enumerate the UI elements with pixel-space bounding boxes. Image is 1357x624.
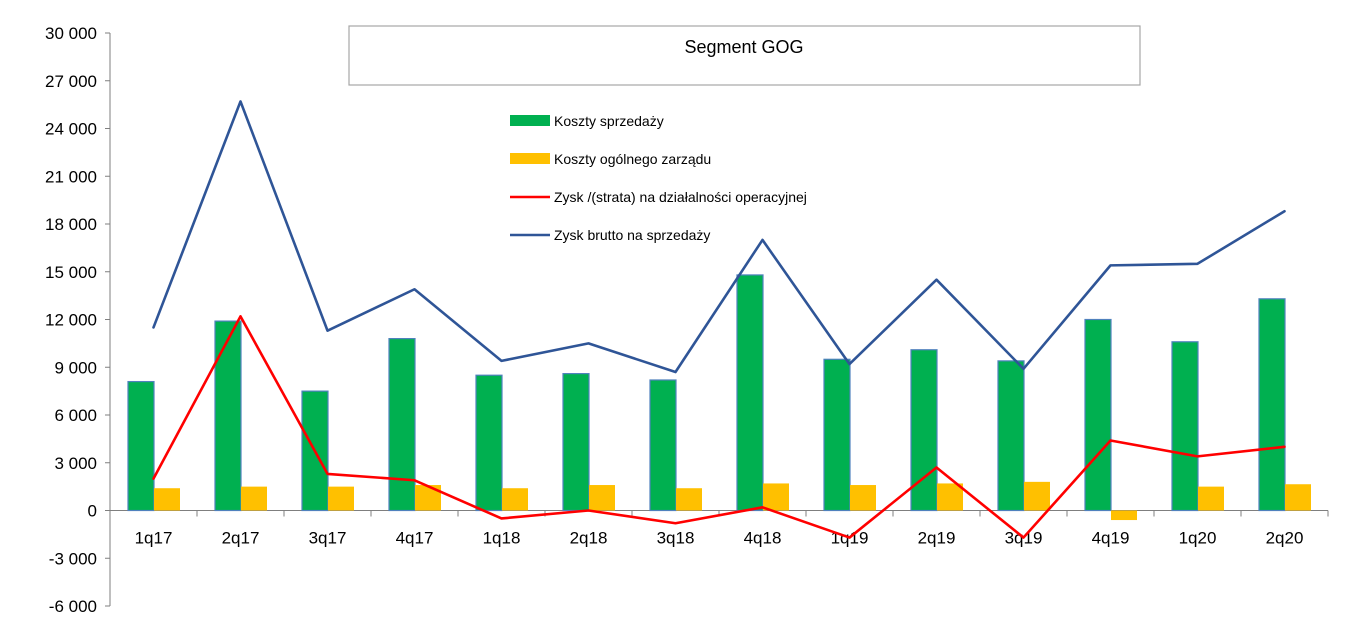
bar-koszty-ogolnego-zarzadu: [241, 486, 267, 511]
y-tick-label: 12 000: [45, 311, 97, 330]
x-tick-label: 2q20: [1266, 529, 1304, 548]
bar-koszty-ogolnego-zarzadu: [676, 488, 702, 511]
bar-koszty-sprzedazy: [127, 380, 155, 512]
x-tick-label: 1q18: [483, 529, 521, 548]
legend-swatch: [510, 115, 550, 126]
legend-label: Zysk brutto na sprzedaży: [554, 227, 710, 243]
y-tick-label: 30 000: [45, 24, 97, 43]
chart-title: Segment GOG: [684, 37, 803, 57]
y-tick-label: 9 000: [54, 358, 97, 377]
bar-koszty-sprzedazy: [214, 320, 242, 512]
bar-koszty-sprzedazy: [1084, 318, 1112, 512]
y-tick-label: 15 000: [45, 263, 97, 282]
y-tick-label: 3 000: [54, 454, 97, 473]
legend: Koszty sprzedaży Koszty ogólnego zarządu Z…: [510, 113, 807, 243]
bar-koszty-sprzedazy: [736, 274, 764, 512]
bar-koszty-ogolnego-zarzadu: [154, 488, 180, 511]
legend-label: Koszty sprzedaży: [554, 113, 664, 129]
bar-koszty-ogolnego-zarzadu: [1024, 481, 1050, 511]
x-tick-label: 4q17: [396, 529, 434, 548]
y-tick-label: 24 000: [45, 120, 97, 139]
legend-label: Zysk /(strata) na działalności operacyjn…: [554, 189, 807, 205]
lines: [152, 100, 1286, 539]
bar-koszty-ogolnego-zarzadu: [850, 485, 876, 511]
y-tick-label: 18 000: [45, 215, 97, 234]
x-tick-label: 2q17: [222, 529, 260, 548]
y-tick-label: 27 000: [45, 72, 97, 91]
x-tick-label: 1q20: [1179, 529, 1217, 548]
y-tick-label: 0: [88, 502, 97, 521]
legend-label: Koszty ogólnego zarządu: [554, 151, 711, 167]
bar-koszty-sprzedazy: [649, 379, 677, 512]
line-zysk-brutto: [152, 100, 1286, 374]
x-tick-label: 3q17: [309, 529, 347, 548]
bar-koszty-sprzedazy: [475, 374, 503, 512]
x-tick-label: 2q18: [570, 529, 608, 548]
bar-koszty-ogolnego-zarzadu: [328, 486, 354, 511]
x-tick-label: 3q18: [657, 529, 695, 548]
bar-koszty-ogolnego-zarzadu: [502, 488, 528, 511]
axes: -6 000 -3 000 0 3 000 6 000 9 000 12 000 15 000…: [45, 24, 1329, 616]
legend-swatch: [510, 153, 550, 164]
x-tick-label: 4q19: [1092, 529, 1130, 548]
bar-koszty-sprzedazy: [1171, 341, 1199, 512]
line-zysk-operacyjny: [152, 315, 1286, 539]
x-tick-label: 1q17: [135, 529, 173, 548]
bar-koszty-ogolnego-zarzadu: [1198, 486, 1224, 511]
bar-koszty-sprzedazy: [823, 358, 851, 512]
bar-koszty-ogolnego-zarzadu: [1111, 510, 1137, 521]
bar-koszty-sprzedazy: [1258, 298, 1286, 512]
x-tick-label: 4q18: [744, 529, 782, 548]
bar-koszty-sprzedazy: [562, 373, 590, 512]
y-tick-label: -3 000: [49, 549, 97, 568]
bar-koszty-sprzedazy: [997, 360, 1025, 512]
bar-koszty-ogolnego-zarzadu: [763, 483, 789, 511]
bar-koszty-ogolnego-zarzadu: [1285, 484, 1311, 511]
y-tick-label: -6 000: [49, 597, 97, 616]
y-tick-label: 6 000: [54, 406, 97, 425]
bar-koszty-ogolnego-zarzadu: [589, 485, 615, 511]
x-tick-label: 2q19: [918, 529, 956, 548]
title-box: Segment GOG: [348, 25, 1141, 86]
bar-koszty-sprzedazy: [388, 338, 416, 512]
y-tick-label: 21 000: [45, 167, 97, 186]
bars: [127, 274, 1311, 521]
bar-koszty-ogolnego-zarzadu: [937, 483, 963, 511]
